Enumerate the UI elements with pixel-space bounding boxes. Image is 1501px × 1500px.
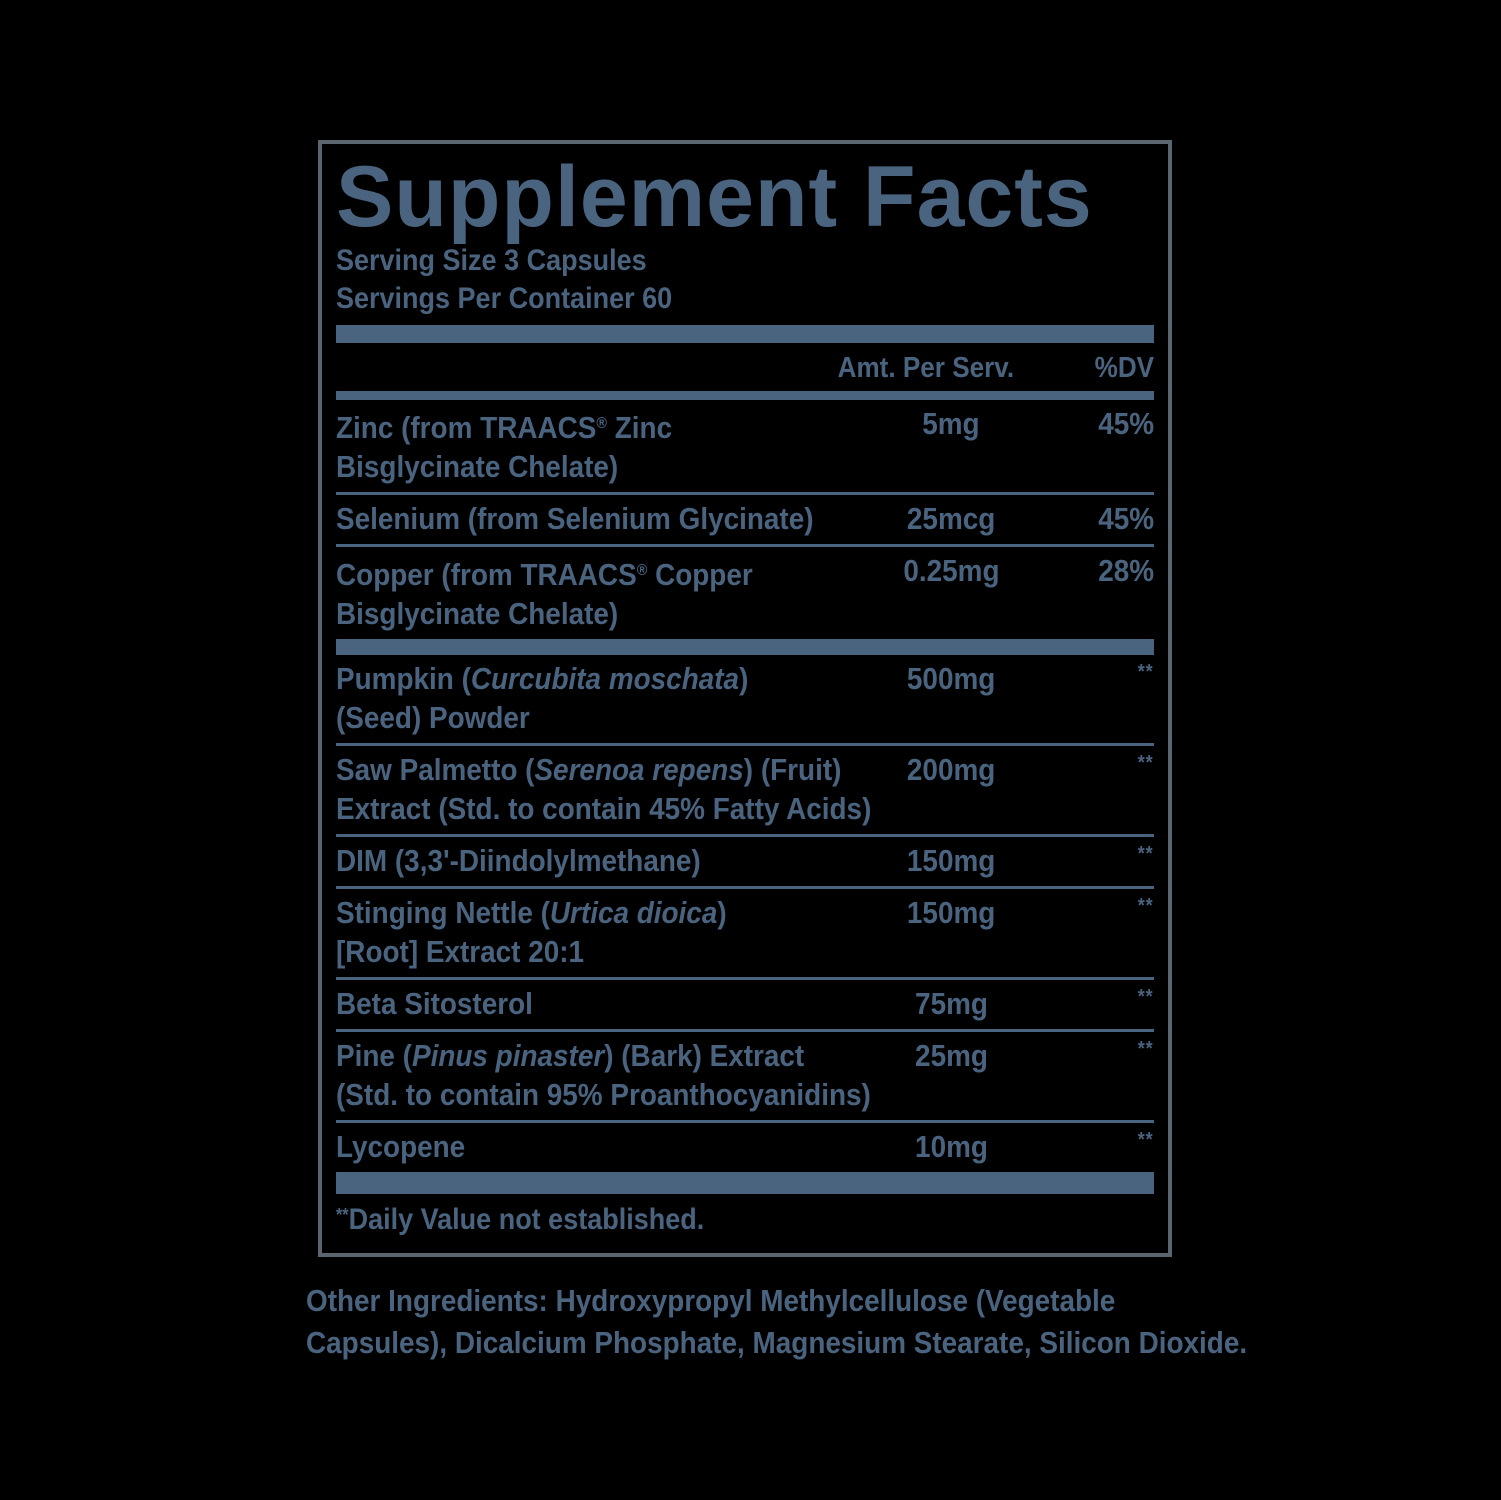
other-ingredients: Other Ingredients: Hydroxypropyl Methylc… [306, 1280, 1352, 1364]
ingredient-amount: 5mg [922, 406, 980, 441]
ingredient-amount: 150mg [906, 843, 996, 878]
ingredient-rows: Zinc (from TRAACS® Zinc Bisglycinate Chel… [336, 400, 1154, 1172]
ingredient-name: Pumpkin (Curcubita moschata) (Seed) Powde… [336, 661, 749, 735]
ingredient-dv: ** [1138, 1038, 1154, 1060]
ingredient-name: Saw Palmetto (Serenoa repens) (Fruit) Ext… [336, 752, 872, 826]
servings-per-container: Servings Per Container 60 [336, 282, 673, 315]
divider-thick-top [336, 325, 1154, 343]
ingredient-dv: ** [1138, 661, 1154, 683]
panel-title: Supplement Facts [336, 149, 1093, 245]
ingredient-name: Stinging Nettle (Urtica dioica) [Root] Ex… [336, 895, 727, 969]
dv-column-header: %DV [1094, 352, 1154, 384]
ingredient-amount: 75mg [914, 986, 988, 1021]
ingredient-dv: ** [1138, 843, 1154, 865]
ingredient-dv: ** [1138, 1129, 1154, 1151]
ingredient-amount: 200mg [906, 752, 996, 787]
ingredient-row: Beta Sitosterol 75mg ** [336, 977, 1154, 1029]
ingredient-row: Saw Palmetto (Serenoa repens) (Fruit) Ext… [336, 743, 1154, 834]
ingredient-amount: 25mg [914, 1038, 988, 1073]
ingredient-dv: 45% [1098, 501, 1154, 536]
column-header-row: Amt. Per Serv. %DV [336, 343, 1154, 391]
ingredient-amount: 150mg [906, 895, 996, 930]
ingredient-amount: 10mg [914, 1129, 988, 1164]
ingredient-name: DIM (3,3'-Diindolylmethane) [336, 843, 701, 878]
supplement-facts-panel: Supplement Facts Serving Size 3 Capsules… [318, 140, 1172, 1257]
ingredient-name: Copper (from TRAACS® Copper Bisglycinate … [336, 557, 753, 631]
amount-column-header: Amt. Per Serv. [837, 352, 1014, 384]
ingredient-row: Pumpkin (Curcubita moschata) (Seed) Powde… [336, 655, 1154, 743]
ingredient-amount: 0.25mg [902, 553, 1000, 588]
ingredient-row: Selenium (from Selenium Glycinate) 25mcg 4… [336, 492, 1154, 544]
ingredient-name: Selenium (from Selenium Glycinate) [336, 501, 814, 536]
ingredient-row: DIM (3,3'-Diindolylmethane) 150mg ** [336, 834, 1154, 886]
ingredient-dv: 45% [1098, 406, 1154, 441]
divider-thick-bottom [336, 1172, 1154, 1194]
footnote-text: Daily Value not established. [348, 1203, 705, 1236]
ingredient-dv: ** [1138, 895, 1154, 917]
other-ingredients-line1: Other Ingredients: Hydroxypropyl Methylc… [306, 1283, 1116, 1318]
ingredient-amount: 25mcg [906, 501, 996, 536]
ingredient-dv: ** [1138, 752, 1154, 774]
ingredient-row: Lycopene 10mg ** [336, 1120, 1154, 1172]
serving-size: Serving Size 3 Capsules [336, 244, 647, 277]
group-divider [336, 639, 1154, 655]
other-ingredients-line2: Capsules), Dicalcium Phosphate, Magnesiu… [306, 1325, 1248, 1360]
ingredient-name: Pine (Pinus pinaster) (Bark) Extract (Std… [336, 1038, 871, 1112]
footnote-asterisks: ** [336, 1205, 349, 1225]
ingredient-dv: ** [1138, 986, 1154, 1008]
ingredient-name: Lycopene [336, 1129, 466, 1164]
divider-header [336, 391, 1154, 400]
ingredient-name: Beta Sitosterol [336, 986, 533, 1021]
ingredient-dv: 28% [1098, 553, 1154, 588]
dv-footnote: **Daily Value not established. [336, 1194, 1154, 1237]
ingredient-row: Stinging Nettle (Urtica dioica) [Root] Ex… [336, 886, 1154, 977]
ingredient-amount: 500mg [906, 661, 996, 696]
ingredient-name: Zinc (from TRAACS® Zinc Bisglycinate Chel… [336, 410, 673, 484]
ingredient-row: Copper (from TRAACS® Copper Bisglycinate … [336, 544, 1154, 639]
ingredient-row: Pine (Pinus pinaster) (Bark) Extract (Std… [336, 1029, 1154, 1120]
ingredient-row: Zinc (from TRAACS® Zinc Bisglycinate Chel… [336, 400, 1154, 492]
